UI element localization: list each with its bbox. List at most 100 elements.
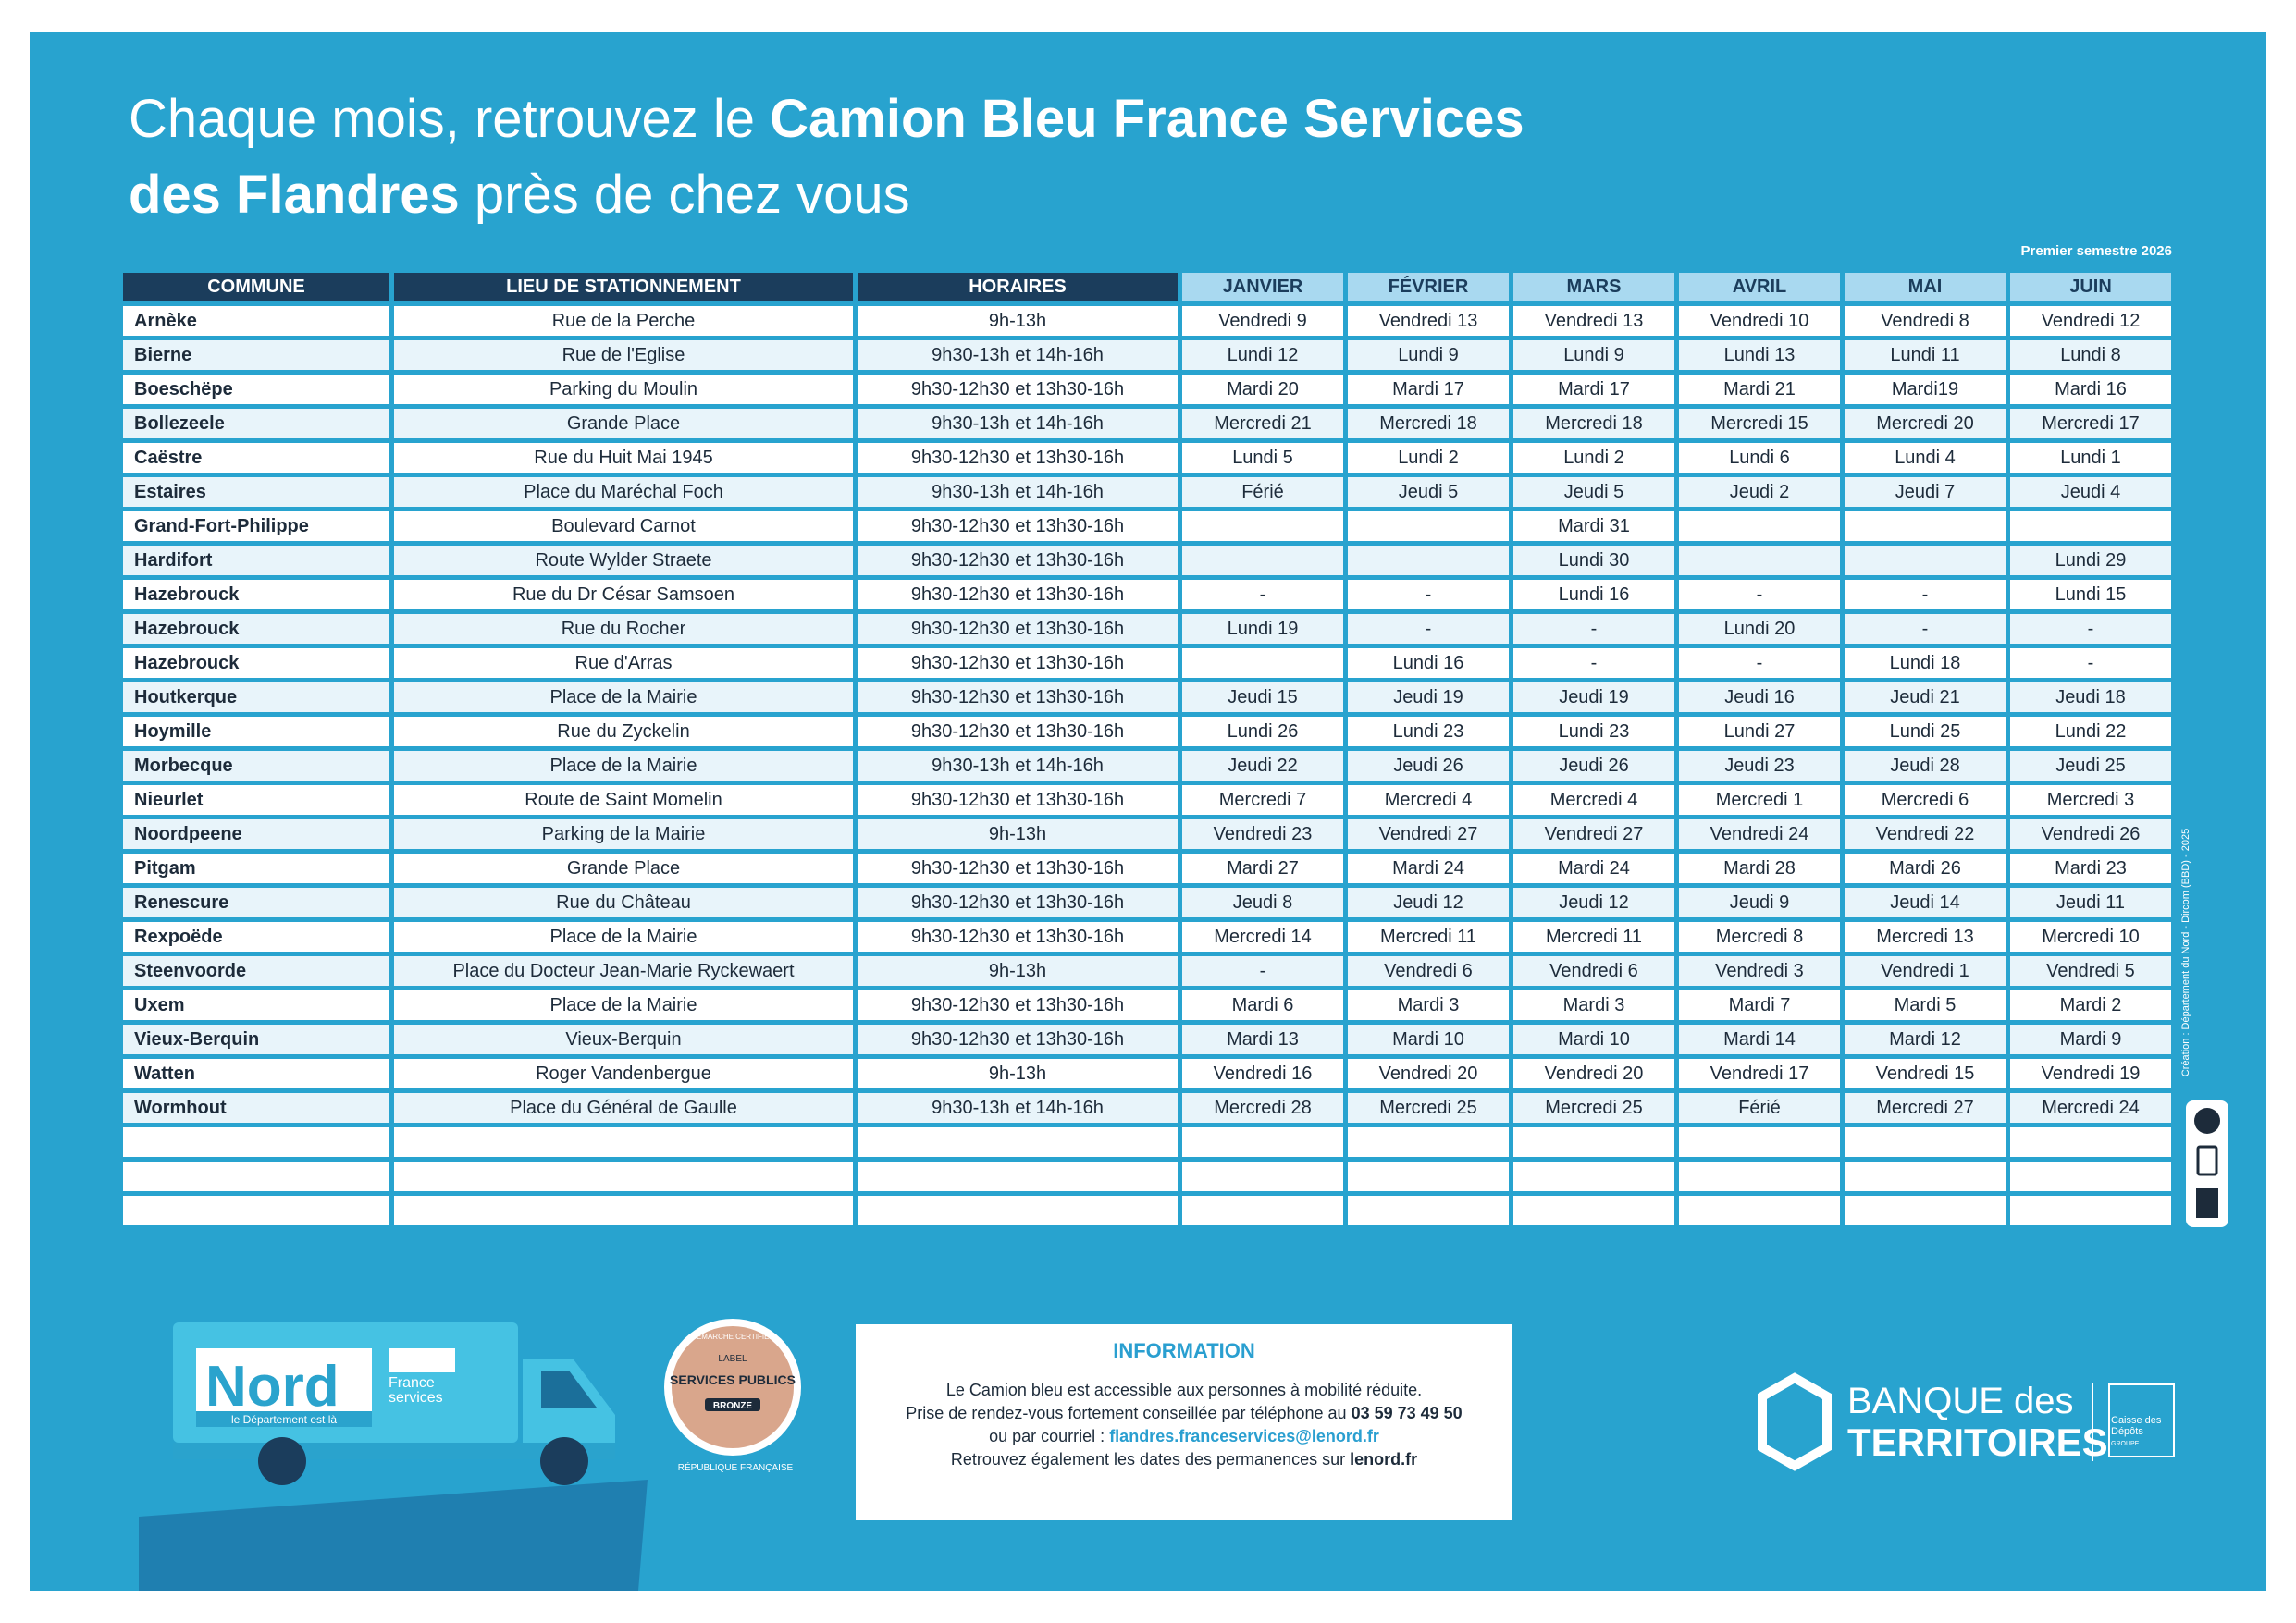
table-cell: Mercredi 13 — [1845, 922, 2006, 952]
table-cell: Mercredi 1 — [1679, 785, 1840, 815]
commune: Noordpeene — [123, 819, 389, 849]
table-cell: Mercredi 28 — [1182, 1093, 1343, 1123]
table-cell: 9h-13h — [858, 306, 1178, 336]
table-cell: Mardi 20 — [1182, 375, 1343, 404]
table-cell: Jeudi 9 — [1679, 888, 1840, 917]
table-cell: Lundi 20 — [1679, 614, 1840, 644]
table-cell: Vendredi 24 — [1679, 819, 1840, 849]
table-cell — [1679, 546, 1840, 575]
empty-cell — [1845, 1127, 2006, 1157]
table-cell: Vendredi 13 — [1513, 306, 1674, 336]
title-bold: Camion Bleu France Services — [770, 89, 1524, 149]
table-cell: Jeudi 14 — [1845, 888, 2006, 917]
table-cell: Rue de la Perche — [394, 306, 853, 336]
table-cell: Mardi19 — [1845, 375, 2006, 404]
empty-cell — [1845, 1162, 2006, 1191]
table-cell: Lundi 30 — [1513, 546, 1674, 575]
commune: Steenvoorde — [123, 956, 389, 986]
table-cell: Mardi 3 — [1513, 990, 1674, 1020]
info-line: Retrouvez également les dates des perman… — [856, 1448, 1512, 1471]
table-cell: Mardi 9 — [2010, 1025, 2171, 1054]
empty-cell — [394, 1162, 853, 1191]
column-header: JUIN — [2010, 273, 2171, 301]
table-cell: Vendredi 22 — [1845, 819, 2006, 849]
table-cell: Roger Vandenbergue — [394, 1059, 853, 1088]
commune: Estaires — [123, 477, 389, 507]
table-cell: Rue de l'Eglise — [394, 340, 853, 370]
table-cell: Lundi 9 — [1513, 340, 1674, 370]
table-cell: Mercredi 24 — [2010, 1093, 2171, 1123]
empty-cell — [1182, 1162, 1343, 1191]
empty-cell — [1348, 1127, 1509, 1157]
table-cell: 9h30-12h30 et 13h30-16h — [858, 990, 1178, 1020]
empty-cell — [858, 1162, 1178, 1191]
commune: Hardifort — [123, 546, 389, 575]
commune: Grand-Fort-Philippe — [123, 511, 389, 541]
table-cell: 9h30-13h et 14h-16h — [858, 477, 1178, 507]
table-cell: Férié — [1182, 477, 1343, 507]
table-cell — [1679, 511, 1840, 541]
table-cell: 9h30-13h et 14h-16h — [858, 340, 1178, 370]
table-cell: Vendredi 15 — [1845, 1059, 2006, 1088]
table-cell: Mardi 14 — [1679, 1025, 1840, 1054]
commune: Hazebrouck — [123, 648, 389, 678]
schedule-table: COMMUNE LIEU DE STATIONNEMENT HORAIRES JANV… — [123, 273, 2171, 1225]
table-cell: Mercredi 25 — [1348, 1093, 1509, 1123]
table-cell: Vendredi 1 — [1845, 956, 2006, 986]
credit: Création : Département du Nord - Dircom … — [2180, 828, 2191, 1077]
table-cell: Lundi 15 — [2010, 580, 2171, 609]
table-cell: - — [1182, 580, 1343, 609]
table-cell: Mercredi 4 — [1348, 785, 1509, 815]
table-cell: Vendredi 16 — [1182, 1059, 1343, 1088]
table-cell: Jeudi 16 — [1679, 682, 1840, 712]
table-cell: 9h30-13h et 14h-16h — [858, 1093, 1178, 1123]
commune: Uxem — [123, 990, 389, 1020]
table-cell: Mardi 2 — [2010, 990, 2171, 1020]
table-cell: Mercredi 11 — [1513, 922, 1674, 952]
table-cell: Parking de la Mairie — [394, 819, 853, 849]
table-cell: Jeudi 26 — [1348, 751, 1509, 781]
table-cell: Lundi 18 — [1845, 648, 2006, 678]
table-cell: 9h-13h — [858, 1059, 1178, 1088]
table-cell: Mercredi 10 — [2010, 922, 2171, 952]
column-header: FÉVRIER — [1348, 273, 1509, 301]
column-header: JANVIER — [1182, 273, 1343, 301]
commune: Morbecque — [123, 751, 389, 781]
table-cell: - — [1348, 580, 1509, 609]
table-cell: Rue d'Arras — [394, 648, 853, 678]
table-cell: Jeudi 11 — [2010, 888, 2171, 917]
period: Premier semestre 2026 — [2020, 243, 2172, 259]
empty-cell — [2010, 1196, 2171, 1225]
table-cell: Mardi 5 — [1845, 990, 2006, 1020]
info-phone: 03 59 73 49 50 — [1351, 1404, 1463, 1422]
table-cell: Jeudi 8 — [1182, 888, 1343, 917]
table-cell: 9h30-12h30 et 13h30-16h — [858, 717, 1178, 746]
table-cell: Vendredi 20 — [1348, 1059, 1509, 1088]
table-cell: Mercredi 17 — [2010, 409, 2171, 438]
table-cell: Jeudi 5 — [1513, 477, 1674, 507]
table-cell: Vendredi 9 — [1182, 306, 1343, 336]
table-cell: Vieux-Berquin — [394, 1025, 853, 1054]
empty-cell — [2010, 1162, 2171, 1191]
table-cell: Place de la Mairie — [394, 990, 853, 1020]
table-cell: Lundi 26 — [1182, 717, 1343, 746]
table-cell: - — [2010, 614, 2171, 644]
table-cell: Mercredi 3 — [2010, 785, 2171, 815]
table-cell: Jeudi 18 — [2010, 682, 2171, 712]
table-cell: 9h30-12h30 et 13h30-16h — [858, 511, 1178, 541]
table-cell: Mardi 31 — [1513, 511, 1674, 541]
table-cell: 9h30-12h30 et 13h30-16h — [858, 922, 1178, 952]
table-cell: - — [1513, 614, 1674, 644]
commune: Caëstre — [123, 443, 389, 473]
info-line: Prise de rendez-vous fortement conseillé… — [856, 1402, 1512, 1425]
table-cell: Lundi 6 — [1679, 443, 1840, 473]
table-cell: Place du Maréchal Foch — [394, 477, 853, 507]
table-cell: Jeudi 19 — [1348, 682, 1509, 712]
table-cell: Lundi 11 — [1845, 340, 2006, 370]
table-cell: Rue du Zyckelin — [394, 717, 853, 746]
table-cell: Mardi 10 — [1348, 1025, 1509, 1054]
table-cell: Place de la Mairie — [394, 922, 853, 952]
table-cell: Vendredi 27 — [1348, 819, 1509, 849]
table-cell: Lundi 19 — [1182, 614, 1343, 644]
table-cell: Place du Docteur Jean-Marie Ryckewaert — [394, 956, 853, 986]
